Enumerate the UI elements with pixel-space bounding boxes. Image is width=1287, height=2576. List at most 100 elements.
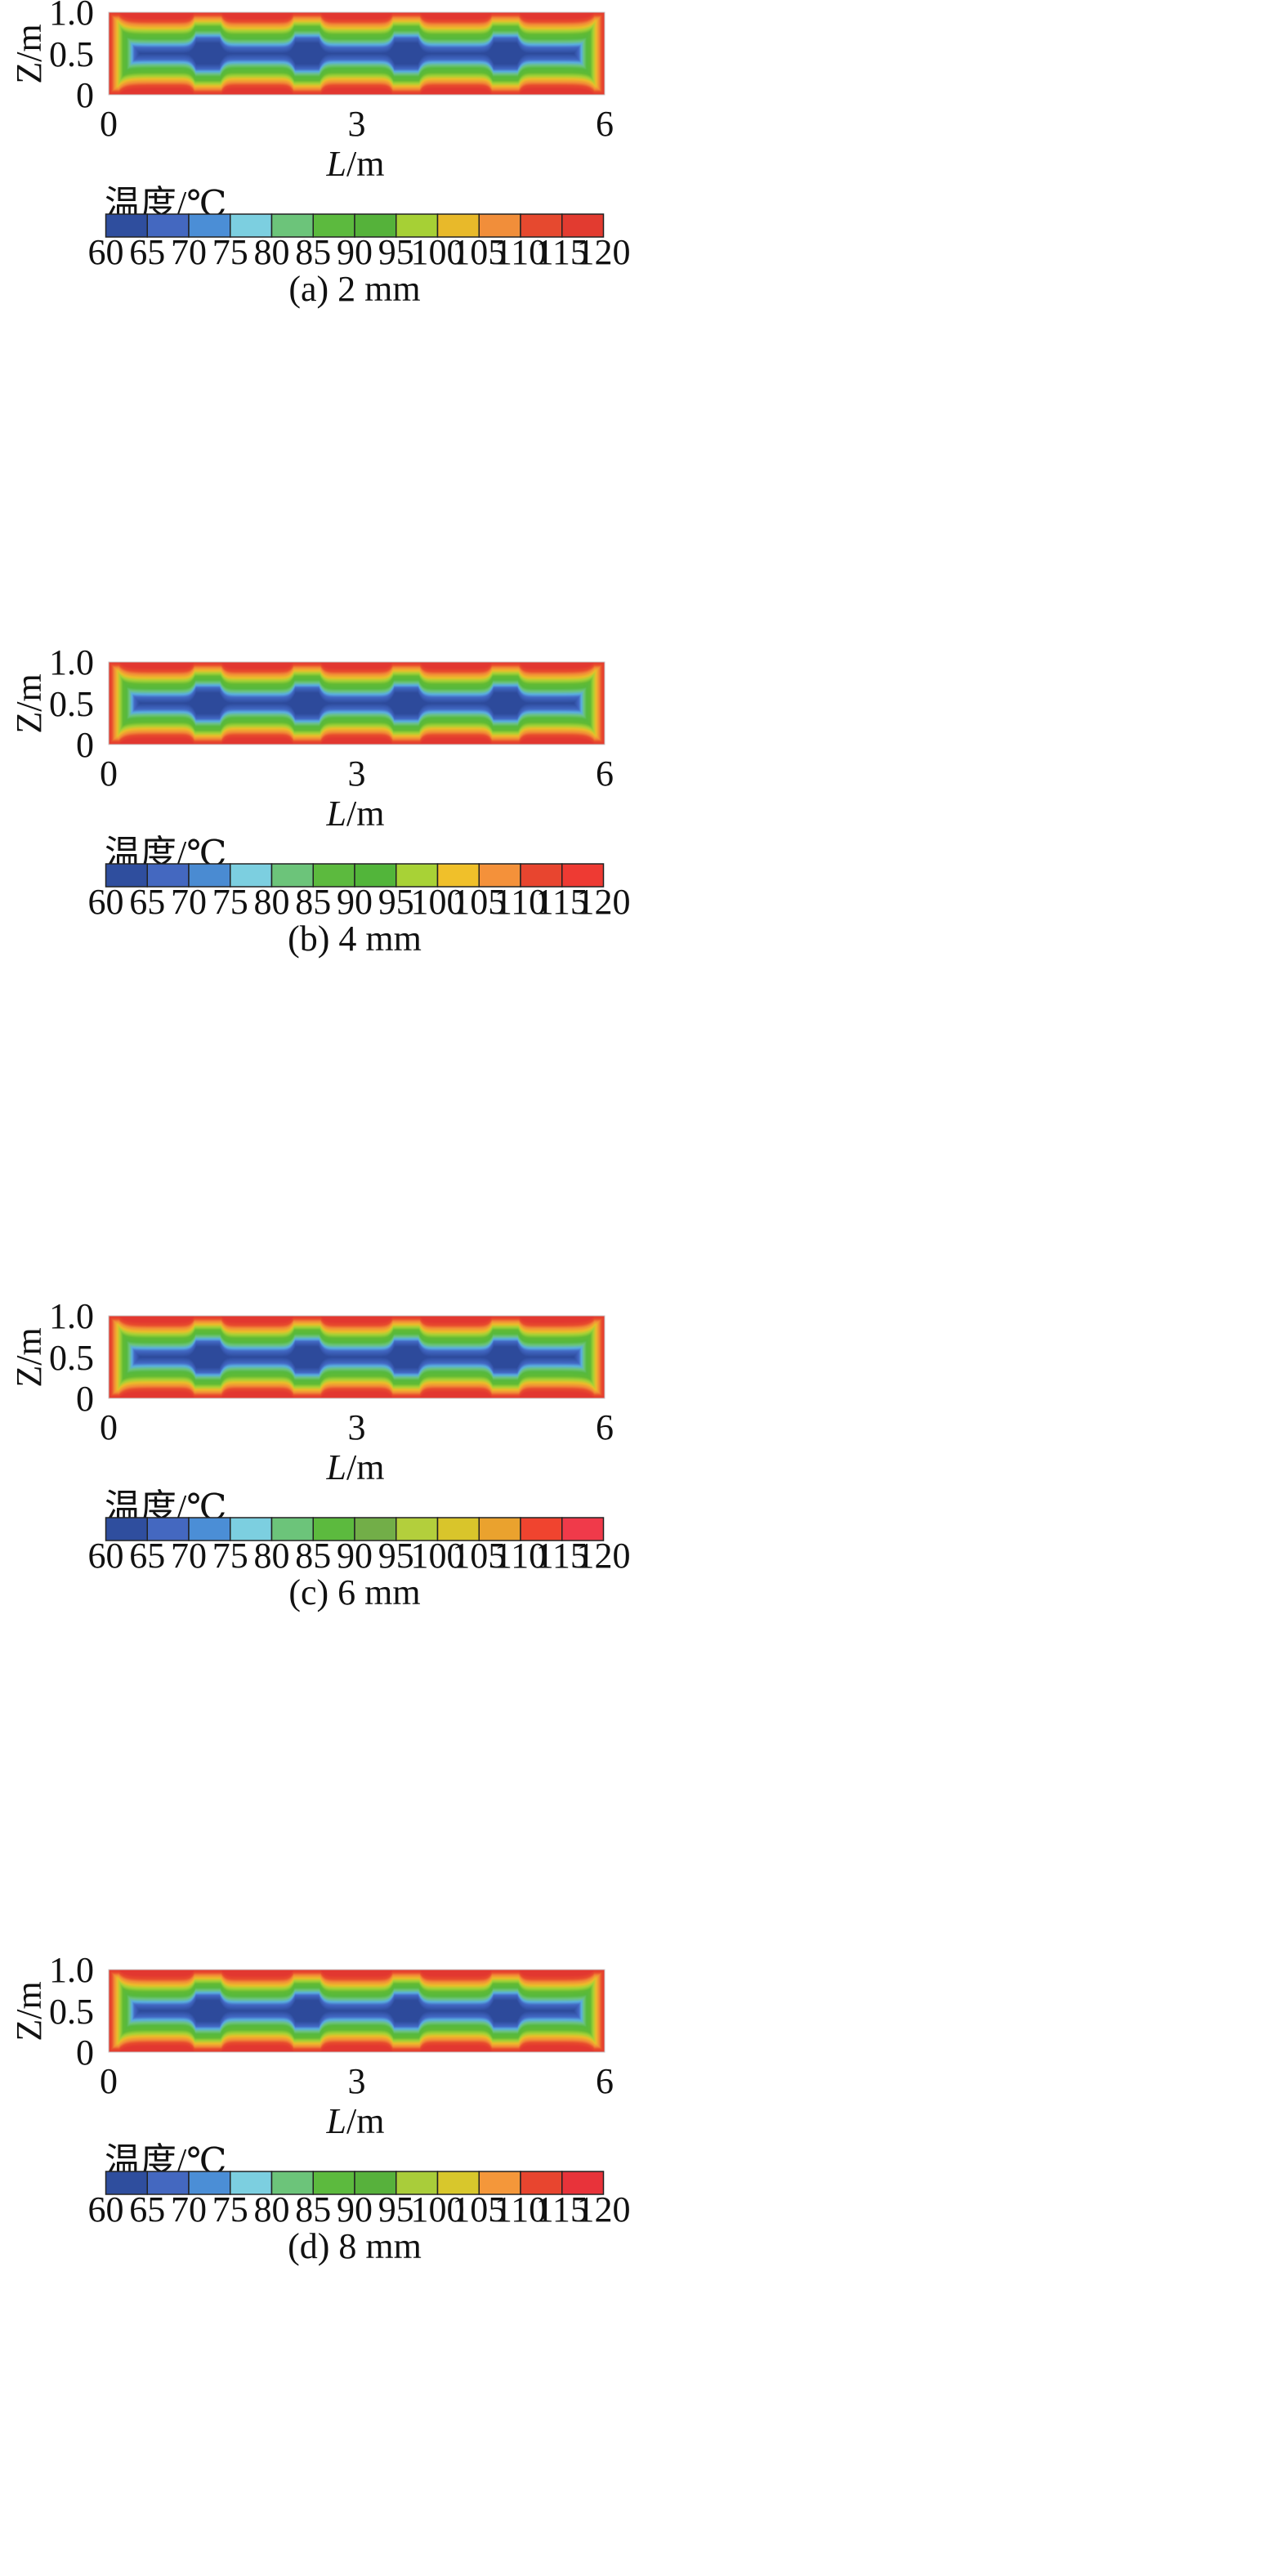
- colorbar-segment: [146, 1517, 190, 1541]
- subfigure-caption: (a) 2 mm: [288, 269, 420, 309]
- colorbar-tick-label: 100: [411, 1536, 465, 1576]
- colorbar-tick-label: 60: [88, 1536, 124, 1576]
- x-tick-label: 0: [100, 1407, 118, 1447]
- colorbar-tick-label: 90: [337, 2189, 373, 2229]
- plot-frame: [108, 661, 606, 745]
- colorbar-segment: [520, 213, 563, 238]
- colorbar-segment: [312, 863, 355, 888]
- colorbar-tick-label: 120: [577, 1536, 631, 1576]
- colorbar-segment: [270, 213, 314, 238]
- colorbar-tick-label: 75: [212, 2189, 248, 2229]
- colorbar-segment: [312, 1517, 355, 1541]
- colorbar-tick-label: 70: [171, 2189, 207, 2229]
- colorbar-segment: [520, 1517, 563, 1541]
- colorbar-segment: [395, 1517, 439, 1541]
- colorbar-tick-label: 110: [494, 2189, 547, 2229]
- colorbar-tick-label: 100: [411, 2189, 465, 2229]
- subfigure-caption: (b) 4 mm: [288, 919, 422, 959]
- y-tick-label: 0: [76, 725, 94, 765]
- y-tick-label: 1.0: [49, 1950, 94, 1990]
- colorbar-segment: [105, 863, 148, 888]
- colorbar-segment: [561, 1517, 605, 1541]
- y-tick-label: 1.0: [49, 642, 94, 682]
- colorbar-tick-label: 70: [171, 882, 207, 922]
- x-tick-label: 6: [596, 104, 614, 144]
- y-tick-label: 1.0: [49, 0, 94, 33]
- colorbar-tick-label: 115: [536, 2189, 588, 2229]
- colorbar-tick-label: 105: [452, 2189, 506, 2229]
- colorbar-tick-label: 60: [88, 882, 124, 922]
- colorbar-tick-label: 75: [212, 232, 248, 272]
- colorbar-tick-label: 85: [295, 1536, 331, 1576]
- colorbar-tick-label: 90: [337, 232, 373, 272]
- colorbar-tick-label: 70: [171, 232, 207, 272]
- colorbar-segment: [395, 213, 439, 238]
- colorbar-tick-label: 95: [378, 232, 414, 272]
- y-tick-label: 0: [76, 2033, 94, 2073]
- colorbar-tick-label: 105: [452, 1536, 506, 1576]
- x-tick-label: 3: [348, 2061, 366, 2101]
- subfigure-caption: (d) 8 mm: [288, 2226, 422, 2266]
- heatmap-field: [109, 1970, 605, 2052]
- colorbar-tick-label: 95: [378, 2189, 414, 2229]
- colorbar-segment: [478, 2171, 521, 2195]
- colorbar-tick-label: 120: [577, 2189, 631, 2229]
- colorbar-segment: [561, 213, 605, 238]
- colorbar-segment: [230, 213, 273, 238]
- chart-panel-3: 00.51.0Z/m0 3 6L/m温度/℃60 65 70 75 80 85 90 951001…: [9, 1296, 631, 1612]
- colorbar-tick-label: 110: [494, 882, 547, 922]
- colorbar-segment: [188, 863, 231, 888]
- colorbar-tick-label: 110: [494, 1536, 547, 1576]
- heatmap-field: [109, 12, 605, 95]
- colorbar-tick-label: 65: [129, 232, 165, 272]
- colorbar-segment: [105, 2171, 148, 2195]
- colorbar-segment: [105, 1517, 148, 1541]
- colorbar-tick-label: 80: [254, 1536, 290, 1576]
- x-tick-label: 0: [100, 104, 118, 144]
- colorbar-segment: [436, 213, 480, 238]
- colorbar-segment: [354, 1517, 397, 1541]
- colorbar-tick-label: 65: [129, 882, 165, 922]
- colorbar-tick-label: 110: [494, 232, 547, 272]
- colorbar-segment: [561, 863, 605, 888]
- y-tick-label: 0.5: [49, 684, 94, 724]
- x-tick-label: 6: [596, 1407, 614, 1447]
- colorbar-tick-label: 120: [577, 232, 631, 272]
- colorbar-tick-label: 60: [88, 232, 124, 272]
- colorbar-segment: [146, 213, 190, 238]
- colorbar-tick-label: 95: [378, 1536, 414, 1576]
- y-axis-label: Z/m: [9, 673, 49, 733]
- y-tick-label: 0.5: [49, 34, 94, 74]
- colorbar-tick-label: 115: [536, 1536, 588, 1576]
- y-tick-label: 0: [76, 75, 94, 115]
- y-tick-label: 0: [76, 1379, 94, 1419]
- x-tick-label: 3: [348, 754, 366, 794]
- x-axis-label: L/m: [326, 2101, 385, 2141]
- x-axis-label: L/m: [326, 1447, 385, 1487]
- colorbar-tick-label: 90: [337, 882, 373, 922]
- y-axis-label: Z/m: [9, 1327, 49, 1387]
- colorbar-segment: [395, 2171, 439, 2195]
- heatmap-field: [109, 662, 605, 745]
- colorbar-tick-label: 100: [411, 882, 465, 922]
- colorbar-tick-label: 75: [212, 1536, 248, 1576]
- colorbar-tick-label: 70: [171, 1536, 207, 1576]
- plot-frame: [108, 1969, 606, 2053]
- chart-panel-2: 00.51.0Z/m0 3 6L/m温度/℃60 65 70 75 80 85 90 951001…: [9, 642, 631, 959]
- colorbar-tick-label: 105: [452, 882, 506, 922]
- colorbar-tick-label: 120: [577, 882, 631, 922]
- y-axis-label: Z/m: [9, 1981, 49, 2041]
- y-tick-label: 0.5: [49, 1992, 94, 2032]
- colorbar-segment: [105, 213, 148, 238]
- x-tick-label: 0: [100, 2061, 118, 2101]
- x-tick-label: 0: [100, 754, 118, 794]
- colorbar-segment: [354, 2171, 397, 2195]
- colorbar-tick-label: 100: [411, 232, 465, 272]
- colorbar-segment: [561, 2171, 605, 2195]
- colorbar-segment: [436, 1517, 480, 1541]
- heatmap-field: [109, 1316, 605, 1398]
- colorbar-segment: [188, 2171, 231, 2195]
- colorbar-tick-label: 90: [337, 1536, 373, 1576]
- y-tick-label: 0.5: [49, 1338, 94, 1378]
